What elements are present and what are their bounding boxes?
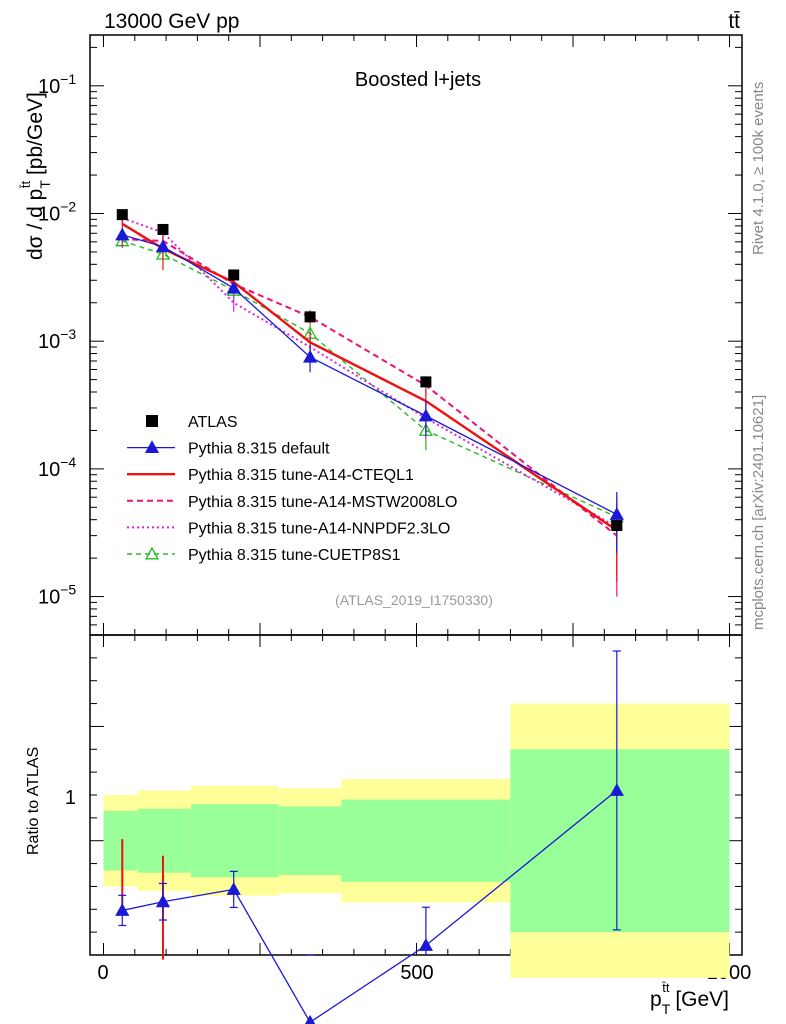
main-panel-frame bbox=[89, 34, 743, 636]
data-point bbox=[302, 349, 318, 363]
y-main-tick-label: 10−2 bbox=[38, 198, 76, 225]
series-line bbox=[122, 238, 618, 537]
atlas-data-point bbox=[611, 520, 623, 532]
legend-label: Pythia 8.315 tune-A14-MSTW2008LO bbox=[188, 494, 457, 511]
x-tick-label: 0 bbox=[97, 962, 108, 984]
atlas-data-point bbox=[157, 223, 169, 235]
legend-label: Pythia 8.315 tune-CUETP8S1 bbox=[188, 547, 401, 564]
x-axis-label: pTt̄t [GeV] bbox=[650, 980, 729, 1017]
analysis-id: (ATLAS_2019_I1750330) bbox=[335, 592, 493, 608]
ratio-point bbox=[305, 1014, 316, 1024]
data-point bbox=[226, 280, 241, 294]
y-ratio-tick-label: 1 bbox=[65, 787, 76, 809]
data-point bbox=[609, 507, 624, 520]
source-label: mcplots.cern.ch [arXiv:2401.10621] bbox=[750, 395, 767, 630]
data-point bbox=[155, 239, 171, 253]
legend-label: ATLAS bbox=[188, 414, 238, 431]
atlas-data-point bbox=[304, 311, 316, 323]
legend-label: Pythia 8.315 default bbox=[188, 441, 330, 458]
x-tick-label: 500 bbox=[400, 962, 433, 984]
legend-marker bbox=[146, 415, 158, 427]
ratio-band-inner bbox=[278, 806, 342, 875]
atlas-data-point bbox=[228, 269, 240, 281]
y-main-tick-label: 10−4 bbox=[38, 454, 76, 481]
ratio-band-inner bbox=[137, 808, 192, 873]
analysis-title: Boosted l+jets bbox=[355, 69, 481, 91]
legend-label: Pythia 8.315 tune-A14-CTEQL1 bbox=[188, 467, 414, 484]
energy-label: 13000 GeV pp bbox=[104, 10, 239, 33]
ratio-line bbox=[122, 789, 618, 1024]
rivet-label: Rivet 4.1.0, ≥ 100k events bbox=[750, 82, 767, 255]
y-main-tick-label: 10−5 bbox=[38, 582, 76, 609]
ratio-point bbox=[609, 783, 624, 796]
ratio-band-inner bbox=[191, 804, 279, 878]
ratio-point bbox=[418, 938, 433, 951]
series-line bbox=[121, 217, 618, 528]
ratio-point bbox=[115, 903, 130, 916]
y-main-tick-label: 10−1 bbox=[38, 71, 76, 98]
data-point bbox=[115, 227, 130, 241]
process-label: tt̄ bbox=[728, 10, 740, 33]
ratio-band-inner bbox=[341, 799, 511, 882]
ratio-band-inner bbox=[510, 749, 730, 933]
ratio-point bbox=[226, 882, 241, 895]
y-main-tick-label: 10−3 bbox=[38, 326, 76, 353]
data-point bbox=[418, 408, 433, 422]
ratio-band-inner bbox=[103, 811, 138, 871]
atlas-data-point bbox=[116, 209, 128, 221]
y-main-axis-label: dσ / d pTt̄t [pb/GeV] bbox=[18, 92, 53, 260]
atlas-data-point bbox=[420, 376, 432, 388]
legend-label: Pythia 8.315 tune-A14-NNPDF2.3LO bbox=[188, 520, 450, 537]
y-ratio-axis-label: Ratio to ATLAS bbox=[25, 747, 42, 855]
series-line bbox=[122, 234, 618, 515]
ratio-point bbox=[155, 894, 171, 908]
